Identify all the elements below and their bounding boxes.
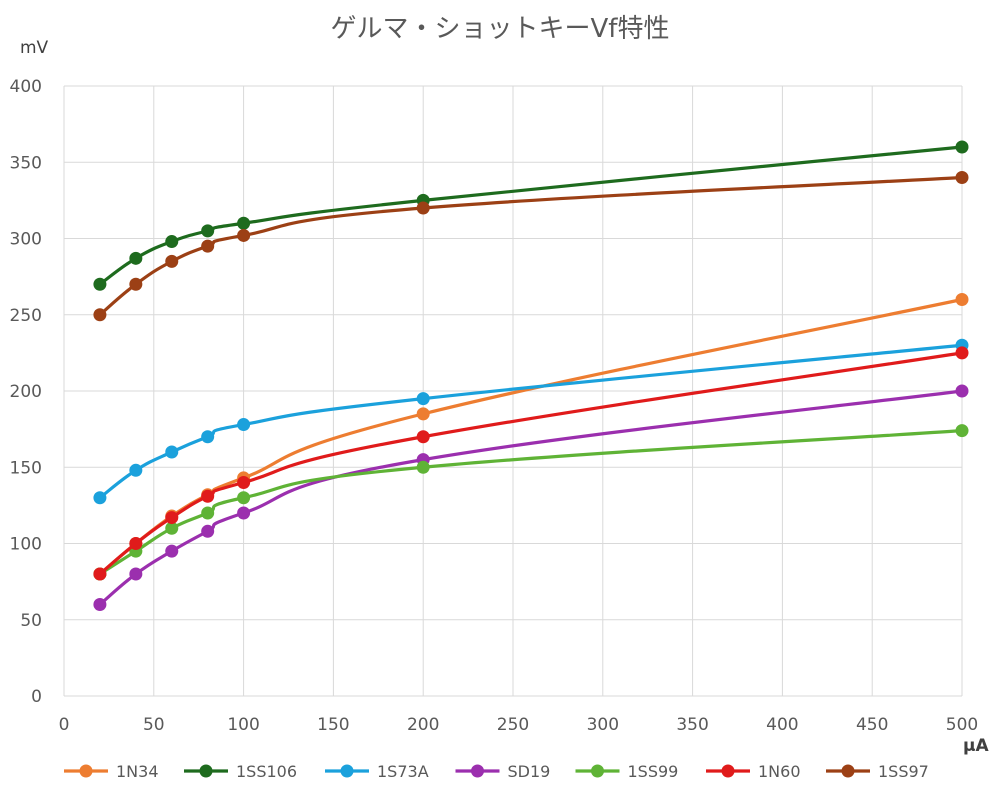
y-tick-labels: 0 50 100 150 200 250 300 350 400: [10, 77, 42, 707]
data-point: [201, 239, 215, 253]
y-axis-unit-label: mV: [20, 38, 49, 58]
x-tick-label: 150: [317, 715, 349, 735]
data-point: [165, 235, 179, 249]
data-point: [201, 430, 215, 444]
data-point: [955, 346, 969, 360]
data-point: [93, 491, 107, 505]
x-tick-label: 400: [766, 715, 798, 735]
x-tick-label: 350: [676, 715, 708, 735]
legend-entry-label: 1SS99: [628, 762, 679, 781]
data-point: [93, 277, 107, 291]
data-point: [416, 201, 430, 215]
series-line: [99, 429, 963, 576]
x-axis-unit-label: μA: [963, 736, 989, 756]
y-tick-label: 150: [10, 458, 42, 478]
series-line: [98, 297, 963, 576]
data-point: [165, 544, 179, 558]
legend: 1N34 1SS106 1S73A SD19 1SS99 1N60 1SS97: [64, 762, 929, 781]
data-point: [201, 489, 215, 503]
legend-swatch-marker: [591, 764, 604, 778]
data-point: [201, 224, 215, 238]
legend-entry-label: 1N34: [116, 762, 159, 781]
x-tick-label: 50: [143, 715, 165, 735]
y-tick-label: 400: [10, 77, 42, 97]
data-point: [129, 537, 143, 550]
x-tick-label: 0: [59, 715, 70, 735]
y-tick-label: 250: [10, 306, 42, 326]
data-point: [129, 251, 143, 265]
legend-swatch-marker: [340, 764, 354, 778]
data-point: [416, 392, 430, 406]
series-line: [98, 145, 963, 286]
data-point: [416, 407, 430, 421]
x-tick-label: 500: [946, 715, 978, 735]
data-point: [237, 476, 251, 489]
data-point: [237, 506, 251, 520]
legend-swatch-marker: [199, 764, 213, 778]
data-point: [165, 521, 179, 535]
series-lines: [93, 140, 969, 611]
y-tick-label: 0: [31, 687, 42, 707]
data-point: [237, 491, 251, 505]
x-tick-label: 450: [856, 715, 888, 735]
x-tick-label: 300: [587, 715, 619, 735]
series-line: [98, 389, 963, 606]
data-point: [416, 430, 430, 444]
data-point: [165, 511, 179, 525]
legend-swatch-marker: [79, 764, 93, 778]
y-tick-label: 350: [10, 153, 42, 173]
data-point: [165, 445, 179, 459]
x-tick-label: 250: [497, 715, 529, 735]
x-tick-label: 100: [227, 715, 259, 735]
data-point: [201, 506, 215, 520]
data-point: [237, 418, 251, 432]
legend-entry-label: 1SS97: [878, 762, 929, 781]
legend-entry-label: SD19: [508, 762, 551, 781]
y-tick-label: 200: [10, 382, 42, 402]
data-point: [416, 460, 430, 474]
data-point: [129, 567, 143, 581]
data-point: [955, 293, 969, 306]
data-point: [955, 384, 969, 398]
data-point: [129, 277, 143, 291]
data-point: [237, 228, 251, 242]
data-point: [237, 216, 251, 230]
series-line: [98, 343, 963, 500]
legend-entry-label: 1S73A: [377, 762, 429, 781]
x-tick-labels: 0 50 100 150 200 250 300 350 400 450 500: [59, 715, 979, 735]
legend-swatch-marker: [721, 764, 735, 778]
data-point: [93, 598, 107, 611]
y-tick-label: 300: [10, 230, 42, 250]
data-point: [93, 567, 107, 581]
legend-swatch-marker: [841, 764, 855, 778]
data-point: [955, 424, 969, 438]
legend-entry-label: 1SS106: [236, 762, 297, 781]
legend-swatch-marker: [471, 764, 484, 778]
data-point: [201, 524, 215, 538]
data-point: [955, 140, 969, 154]
data-point: [93, 308, 107, 322]
gridlines: [63, 85, 963, 697]
data-point: [129, 463, 143, 477]
data-point: [165, 254, 179, 268]
y-tick-label: 100: [10, 535, 42, 555]
x-tick-label: 200: [407, 715, 439, 735]
data-point: [955, 171, 969, 184]
series-line: [98, 175, 963, 316]
y-tick-label: 50: [20, 611, 42, 631]
legend-entry-label: 1N60: [758, 762, 801, 781]
chart-title: ゲルマ・ショットキーVf特性: [330, 14, 670, 44]
